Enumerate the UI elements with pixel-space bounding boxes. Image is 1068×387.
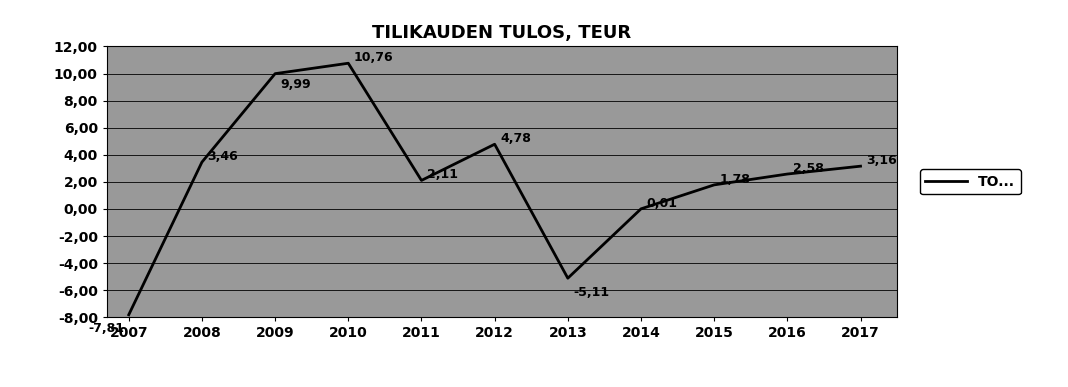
Text: 4,78: 4,78	[500, 132, 531, 145]
TO...	[562, 276, 575, 281]
Text: 10,76: 10,76	[354, 51, 393, 64]
Text: 3,16: 3,16	[866, 154, 897, 167]
TO...	[269, 71, 282, 76]
TO...	[342, 61, 355, 65]
TO...	[854, 164, 867, 168]
Text: 0,01: 0,01	[646, 197, 677, 210]
Line: TO...: TO...	[129, 63, 861, 315]
Legend: TO...: TO...	[920, 170, 1021, 194]
Title: TILIKAUDEN TULOS, TEUR: TILIKAUDEN TULOS, TEUR	[373, 24, 631, 42]
Text: 2,58: 2,58	[792, 162, 823, 175]
TO...	[195, 160, 208, 164]
TO...	[123, 312, 136, 317]
Text: 3,46: 3,46	[207, 150, 238, 163]
TO...	[415, 178, 428, 183]
TO...	[708, 183, 721, 187]
TO...	[488, 142, 501, 147]
Text: -5,11: -5,11	[574, 286, 610, 299]
Text: 1,78: 1,78	[720, 173, 751, 186]
TO...	[634, 207, 647, 211]
TO...	[781, 172, 794, 176]
Text: -7,81: -7,81	[89, 322, 125, 335]
Text: 2,11: 2,11	[427, 168, 458, 182]
Text: 9,99: 9,99	[281, 78, 311, 91]
